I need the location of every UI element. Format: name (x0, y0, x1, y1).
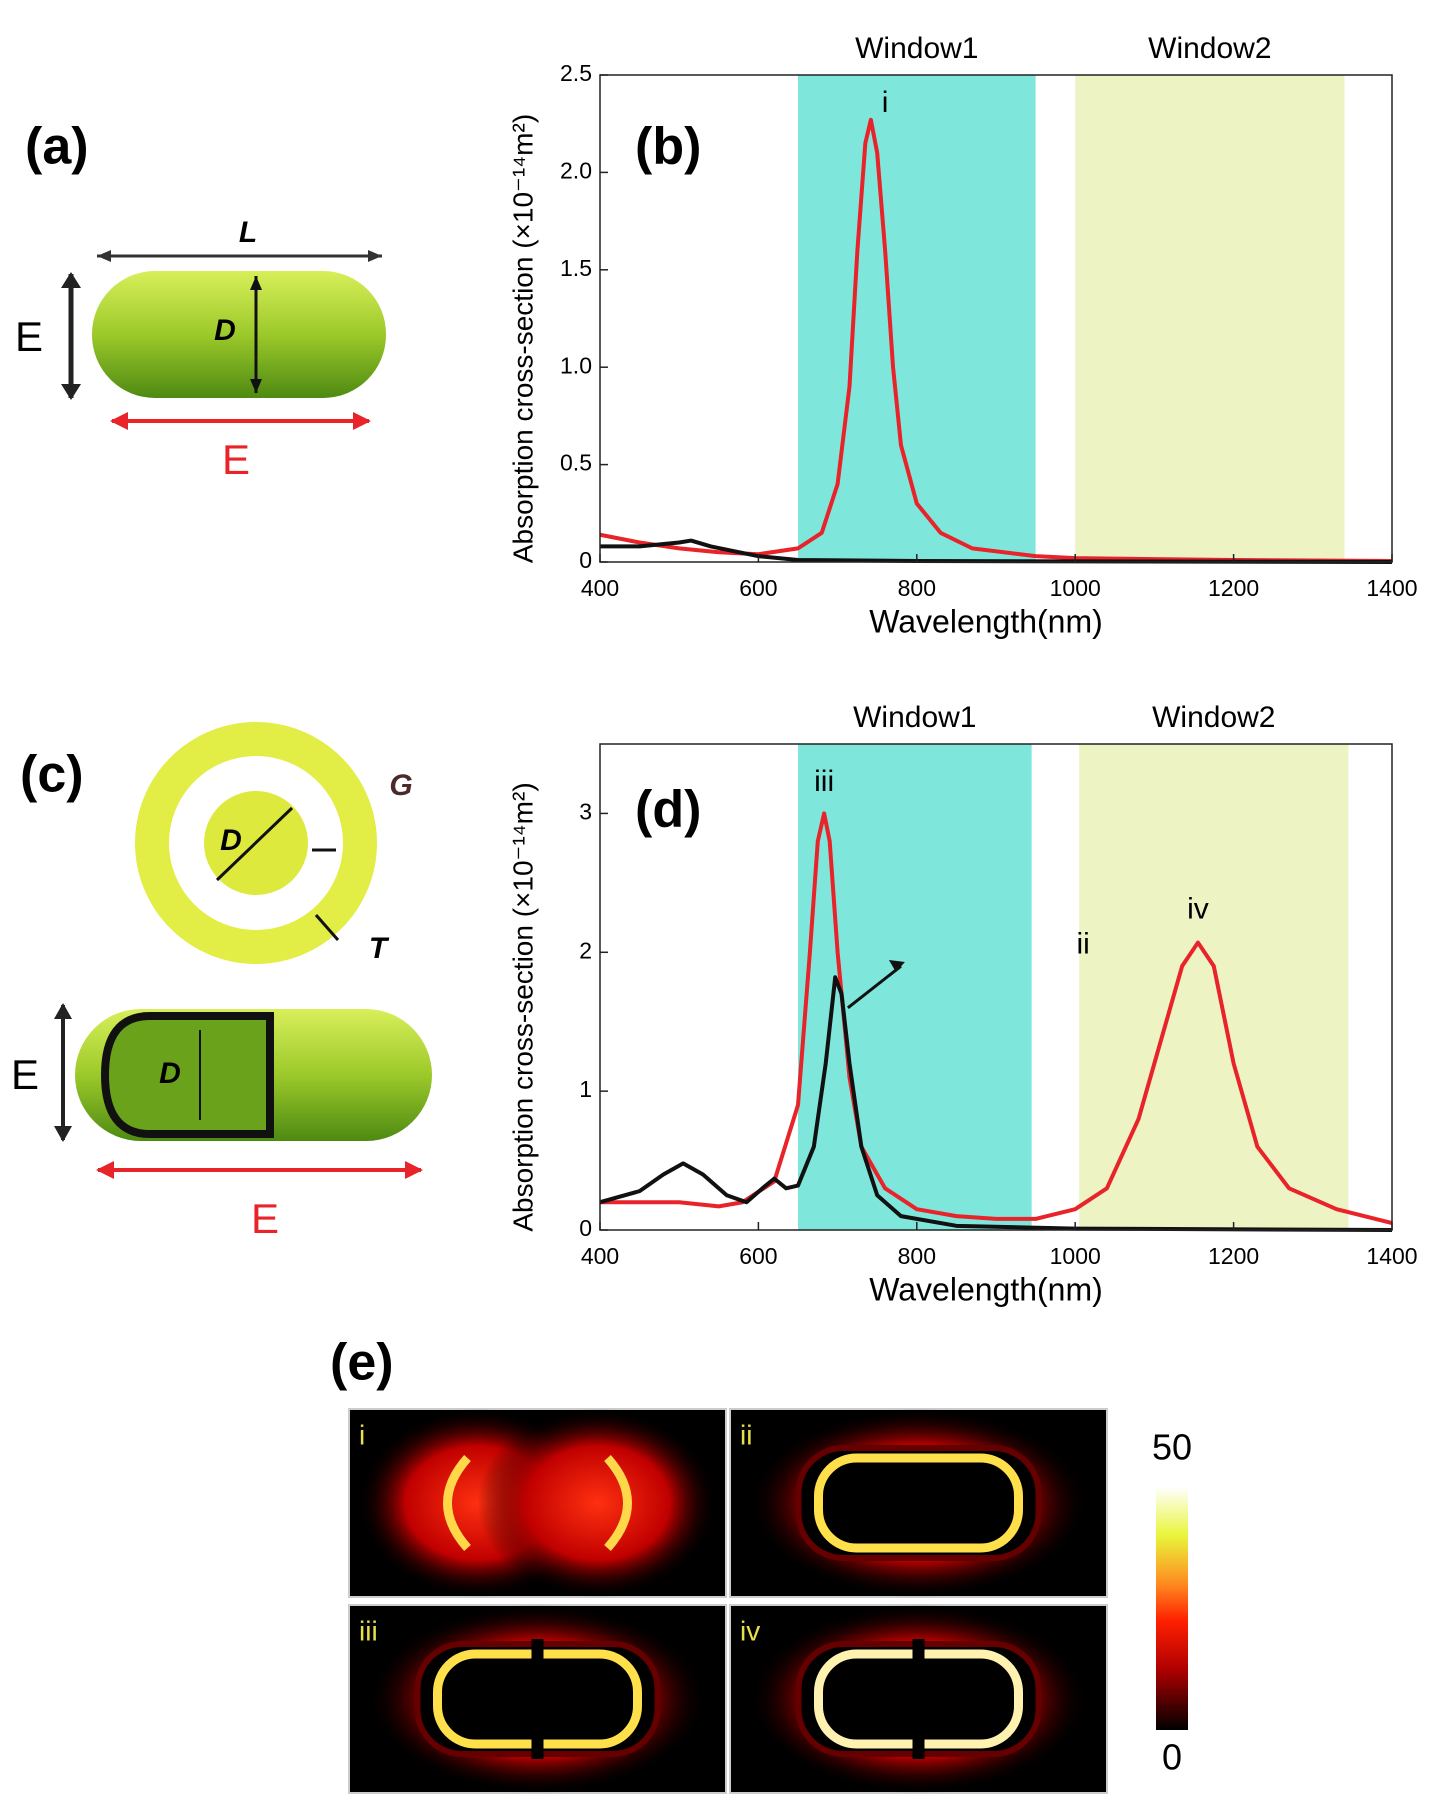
diameter-label: D (220, 824, 242, 857)
plot-frame (599, 74, 1393, 563)
diameter-label: D (214, 314, 236, 347)
chart: Window1 Window2 400 600 800 1000 1200 1400 0 1 2 3 W… (507, 701, 1417, 1308)
x-tick-label: 1000 (1050, 1243, 1101, 1269)
y-axis-label: Absorption cross-section (×10⁻¹⁴m²) (507, 782, 538, 1231)
annotation: iv (1187, 893, 1209, 926)
colorbar-label: 50 (1152, 1427, 1192, 1468)
length-label: L (239, 216, 257, 249)
arrow (314, 914, 340, 941)
field-label: E (15, 313, 43, 360)
arrow (215, 806, 294, 882)
window-label: Window1 (853, 701, 976, 734)
nanorod (92, 271, 386, 398)
window-label: Window2 (1152, 701, 1275, 734)
hot-spot (443, 1455, 471, 1551)
thickness-label: T (369, 932, 390, 965)
annotation-arrow (846, 964, 902, 1010)
panel-label: (e) (330, 1334, 394, 1392)
annotation: ii (1076, 927, 1089, 960)
panel-label: (c) (20, 746, 84, 804)
arrowhead (888, 960, 905, 973)
map-label: iv (740, 1615, 760, 1646)
line-series (600, 811, 1393, 1226)
window-band (1075, 75, 1345, 562)
map-label: ii (740, 1419, 752, 1450)
x-tick-label: 800 (898, 1243, 936, 1269)
panel-label: (d) (635, 781, 701, 839)
x-tick-label: 400 (581, 1243, 619, 1269)
field-label: E (11, 1051, 39, 1098)
y-tick-label: 1.0 (560, 352, 592, 378)
gap-label: G (389, 769, 412, 802)
field-label: E (251, 1195, 279, 1242)
line-series (600, 538, 1393, 564)
x-tick-label: 600 (739, 575, 777, 601)
x-tick-label: 1200 (1208, 575, 1259, 601)
annotation: iii (814, 765, 834, 798)
colorbar-label: 0 (1162, 1737, 1182, 1778)
map-label: iii (359, 1615, 378, 1646)
particle (795, 1445, 1042, 1561)
arrowhead (250, 276, 262, 393)
hot-spot (604, 1455, 632, 1551)
gap (912, 1639, 925, 1759)
y-tick-label: 2.0 (560, 157, 592, 183)
y-tick-label: 1 (579, 1076, 592, 1102)
y-tick-label: 2 (579, 937, 592, 963)
line-series (599, 975, 1393, 1232)
window-label: Window2 (1148, 32, 1271, 65)
core-cut (100, 1012, 274, 1138)
annotation: i (882, 86, 889, 119)
diagram-c: D G T D E E (11, 722, 432, 1242)
y-tick-label: 2.5 (560, 60, 592, 86)
hot-spot (814, 1453, 1023, 1553)
y-tick-label: 1.5 (560, 255, 592, 281)
x-tick-label: 1000 (1050, 575, 1101, 601)
y-tick-label: 0.5 (560, 450, 592, 476)
y-tick-label: 0 (579, 547, 592, 573)
chart: Window1 Window2 400 600 800 1000 1200 1400 0 0.5 1… (507, 32, 1417, 640)
x-tick-label: 800 (898, 575, 936, 601)
colorbar (1156, 1487, 1188, 1730)
diagram-a: L D E E (15, 216, 386, 483)
x-tick-label: 1200 (1208, 1243, 1259, 1269)
shell (135, 722, 377, 964)
field-glow (477, 1408, 718, 1598)
x-tick-label: 400 (581, 575, 619, 601)
panel-label: (b) (635, 118, 701, 176)
map-label: i (359, 1419, 365, 1450)
plot-frame (599, 743, 1393, 1231)
arrowhead (54, 1003, 72, 1142)
y-tick-label: 3 (579, 799, 592, 825)
diameter-label: D (159, 1057, 181, 1090)
gap (531, 1639, 544, 1759)
y-tick-label: 0 (579, 1215, 592, 1241)
panel-label: (a) (25, 118, 89, 176)
x-tick-label: 1400 (1366, 575, 1417, 601)
x-axis-label: Wavelength(nm) (869, 1271, 1103, 1307)
window-band (798, 75, 1036, 562)
x-axis-label: Wavelength(nm) (869, 603, 1103, 639)
field-label: E (222, 436, 250, 483)
x-tick-label: 1400 (1366, 1243, 1417, 1269)
x-tick-label: 600 (739, 1243, 777, 1269)
window-label: Window1 (855, 32, 978, 65)
y-axis-label: Absorption cross-section (×10⁻¹⁴m²) (507, 114, 538, 563)
